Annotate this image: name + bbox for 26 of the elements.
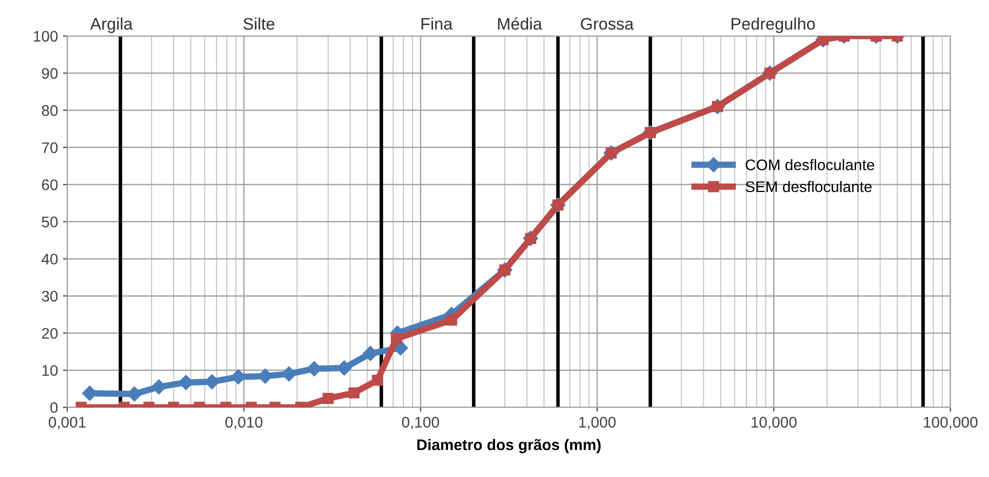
x-tick-label: 1,000	[579, 416, 616, 430]
y-tick-label: 0	[50, 402, 58, 414]
y-tick-label: 90	[42, 68, 58, 79]
y-tick-label: 70	[42, 142, 58, 154]
text: Pedregulho	[732, 18, 815, 34]
legend-label: SEM desfloculante	[746, 180, 872, 192]
text: Silte	[243, 18, 274, 30]
text: Fina	[422, 18, 453, 30]
x-tick-label: 10,000	[752, 416, 797, 430]
x-tick-label: 0,001	[48, 416, 86, 430]
y-tick-label: 40	[42, 254, 58, 265]
y-tick-label: 20	[42, 328, 58, 339]
y-tick-label: 100	[34, 30, 58, 42]
y-tick-label: 80	[42, 105, 58, 116]
legend-label: COM desfloculante	[746, 159, 874, 170]
text: Grossa	[580, 18, 634, 30]
text: Argila	[90, 18, 133, 34]
y-tick-label: 10	[42, 365, 58, 376]
x-axis-title: Diametro dos grãos (mm)	[417, 438, 601, 454]
x-tick-label: 0,010	[225, 416, 262, 430]
text: Média	[498, 17, 542, 30]
x-tick-label: 100,000	[924, 416, 978, 430]
x-tick-label: 0,100	[402, 416, 440, 430]
y-tick-label: 30	[42, 290, 58, 302]
y-tick-label: 60	[42, 179, 58, 190]
y-tick-label: 50	[42, 216, 58, 228]
